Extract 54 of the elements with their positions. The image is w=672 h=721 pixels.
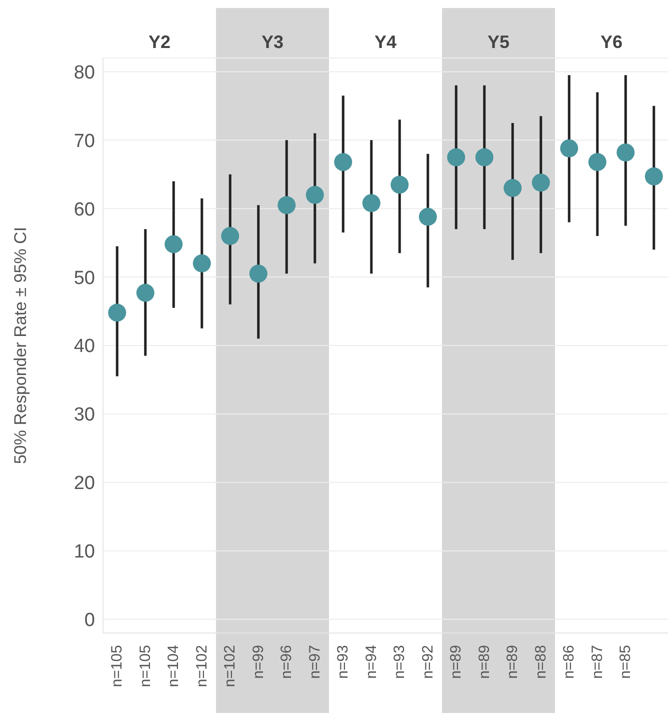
- point: [475, 148, 494, 166]
- point: [644, 167, 663, 186]
- x-tick-label: n=85: [617, 645, 634, 679]
- point: [221, 226, 240, 245]
- text: Y2: [147, 32, 172, 53]
- x-tick-label: n=87: [588, 645, 606, 679]
- point: [306, 186, 324, 204]
- point: [616, 143, 635, 162]
- point: [164, 235, 183, 254]
- text: Y4: [373, 32, 398, 53]
- point: [108, 304, 126, 322]
- point: [504, 179, 522, 198]
- y-tick-label: 0: [84, 610, 95, 632]
- y-tick-label: 30: [74, 404, 95, 426]
- x-tick-label: n=89: [504, 645, 522, 679]
- text: Y3: [260, 32, 285, 53]
- x-tick-label: n=105: [136, 645, 154, 688]
- point: [588, 153, 606, 172]
- x-tick-label: n=86: [560, 645, 578, 679]
- text: Y6: [599, 32, 624, 53]
- x-tick-label: n=92: [419, 645, 436, 679]
- y-tick-label: 40: [74, 336, 95, 358]
- x-tick-label: n=102: [222, 645, 239, 688]
- y-tick-label: 80: [74, 62, 95, 84]
- point: [192, 254, 211, 272]
- x-tick-label: n=97: [306, 645, 324, 679]
- x-tick-label: n=88: [532, 645, 550, 679]
- point: [532, 174, 550, 192]
- point: [447, 148, 466, 166]
- x-tick-label: n=104: [165, 645, 182, 688]
- y-tick-label: 70: [74, 130, 95, 152]
- point: [278, 196, 296, 214]
- y-tick-label: 50: [74, 268, 95, 289]
- x-tick-label: n=93: [334, 645, 352, 679]
- y-tick-label: 20: [74, 473, 95, 494]
- point: [390, 176, 409, 194]
- x-tick-label: n=99: [250, 645, 267, 679]
- x-tick-label: n=94: [362, 645, 380, 679]
- y-tick-label: 60: [74, 199, 95, 220]
- point: [418, 208, 437, 226]
- y-axis-title: 50% Responder Rate ± 95% CI: [11, 226, 30, 464]
- text: Y5: [486, 32, 511, 53]
- x-tick-label: n=89: [448, 645, 465, 679]
- point: [334, 153, 352, 172]
- point: [249, 264, 268, 283]
- x-tick-label: n=105: [108, 645, 126, 688]
- x-tick-label: n=93: [391, 645, 408, 679]
- x-tick-label: n=102: [193, 645, 210, 688]
- x-tick-label: n=96: [278, 645, 296, 679]
- point: [136, 284, 154, 302]
- x-tick-label: n=89: [476, 645, 493, 679]
- y-tick-label: 10: [74, 542, 95, 563]
- point: [560, 139, 578, 158]
- point: [362, 194, 380, 212]
